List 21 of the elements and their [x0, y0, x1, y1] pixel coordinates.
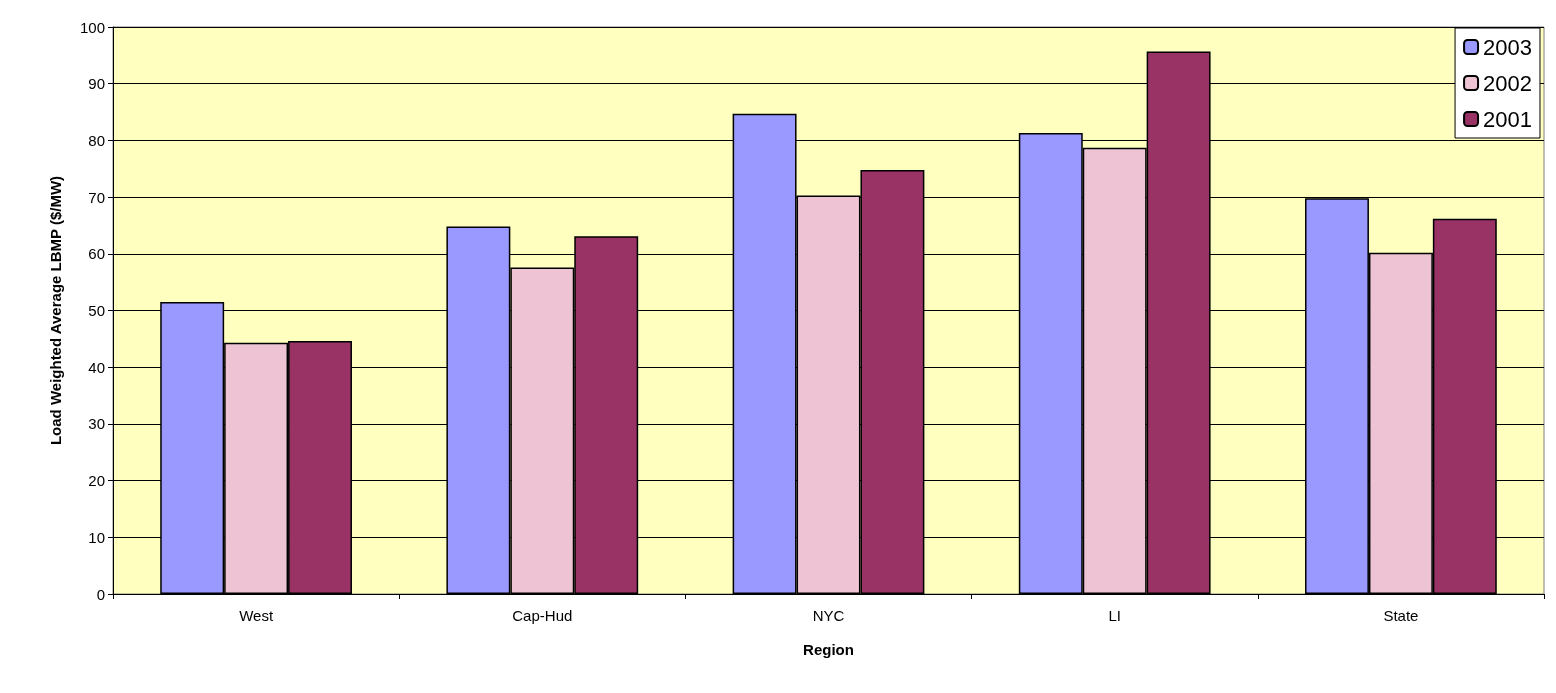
y-tick-label: 50 [88, 302, 105, 319]
y-tick-label: 80 [88, 131, 105, 149]
x-axis-title: Region [803, 641, 854, 658]
x-tick-label: NYC [812, 607, 845, 624]
y-tick-label: 20 [88, 472, 105, 490]
y-tick-label: 10 [88, 528, 105, 546]
x-tick-label: Cap-Hud [512, 607, 573, 624]
legend-label: 2003 [1483, 34, 1533, 60]
y-tick-label: 30 [88, 415, 105, 433]
y-tick-label: 60 [88, 245, 105, 263]
x-tick-label: West [239, 607, 274, 624]
y-axis-title: Load Weighted Average LBMP ($/MW) [47, 175, 64, 446]
legend-label: 2002 [1483, 70, 1533, 96]
y-tick-label: 40 [88, 358, 105, 376]
y-tick-label: 100 [79, 18, 105, 36]
x-tick-label: LI [1108, 607, 1121, 624]
y-tick-label: 0 [96, 585, 105, 603]
legend-label: 2001 [1483, 106, 1533, 132]
y-tick-label: 90 [88, 75, 105, 93]
y-tick-label: 70 [88, 188, 105, 206]
x-tick-label: State [1383, 607, 1419, 624]
